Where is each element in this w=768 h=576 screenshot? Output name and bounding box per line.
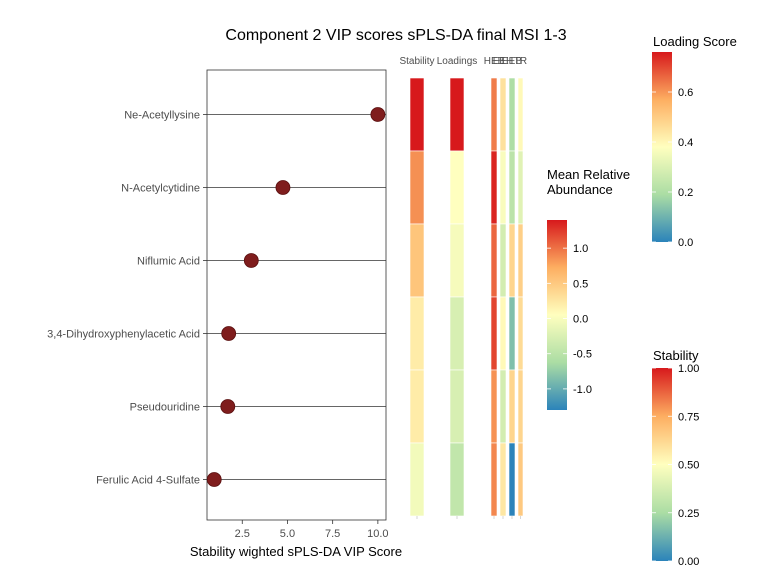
legend-tick-label: 0.0	[573, 314, 588, 326]
data-point	[275, 180, 291, 195]
y-tick-label: N-Acetylcytidine	[121, 183, 200, 195]
abundance-cell	[508, 296, 516, 371]
abundance-cell	[508, 223, 516, 298]
legend-tick-label: -0.5	[573, 349, 592, 361]
stability-cell	[409, 296, 425, 371]
legend-colorbar	[652, 52, 672, 242]
abundance-cell	[499, 296, 507, 371]
abundance-cell	[490, 369, 498, 444]
heatmap-column-label: Loadings	[437, 56, 478, 67]
legends: Loading Score 0.0 0.2 0.4 0.6 Mean RelativeAb…	[547, 34, 737, 568]
abundance-cell	[490, 223, 498, 298]
legend-tick-label: 0.0	[678, 237, 693, 249]
abundance-cell	[517, 369, 524, 444]
legend-tick-label: 0.5	[573, 278, 588, 290]
heatmap-column-label: EEB	[502, 56, 522, 67]
abundance-cell	[508, 77, 516, 152]
legend-tick-label: 1.0	[573, 243, 588, 255]
loadings-cell	[449, 77, 465, 152]
legend-tick-label: 0.2	[678, 187, 693, 199]
legend-tick-label: 0.25	[678, 508, 699, 520]
legend-tick-label: 0.00	[678, 556, 699, 568]
legend-colorbar	[652, 368, 672, 561]
x-tick-label: 2.5	[235, 528, 250, 540]
heatmap-column-label: EEH	[493, 56, 514, 67]
abundance-cell	[508, 369, 516, 444]
loadings-cell	[449, 442, 465, 517]
abundance-cell	[508, 150, 516, 225]
legend-title: Abundance	[547, 182, 613, 197]
heatmap-column-label: TR	[514, 56, 527, 67]
legend-title: Mean Relative	[547, 167, 630, 182]
x-axis-ticks: 2.5 5.0 7.5 10.0	[235, 520, 389, 540]
y-tick-label: Ferulic Acid 4-Sulfate	[96, 475, 200, 487]
abundance-cell	[517, 296, 524, 371]
data-point	[206, 472, 222, 487]
loadings-cell	[449, 223, 465, 298]
legend-tick-label: 0.75	[678, 411, 699, 423]
loadings-cell	[449, 150, 465, 225]
stability-cell	[409, 150, 425, 225]
x-tick-label: 5.0	[280, 528, 295, 540]
x-tick-label: 10.0	[367, 528, 388, 540]
plot-panel	[206, 69, 387, 521]
y-tick-label: 3,4-Dihydroxyphenylacetic Acid	[47, 329, 200, 341]
loadings-cell	[449, 369, 465, 444]
abundance-cell	[499, 150, 507, 225]
abundance-cell	[517, 150, 524, 225]
heatmap-column-label: Stability	[399, 56, 434, 67]
abundance-cell	[499, 369, 507, 444]
abundance-cell	[517, 442, 524, 517]
abundance-cell	[499, 223, 507, 298]
abundance-cell	[490, 296, 498, 371]
stability-cell	[409, 369, 425, 444]
lollipop-layer	[206, 107, 386, 487]
loadings-cell	[449, 296, 465, 371]
legend-tick-label: -1.0	[573, 384, 592, 396]
stability-cell	[409, 442, 425, 517]
legend-tick-label: 0.6	[678, 87, 693, 99]
legend-colorbar	[547, 220, 567, 410]
x-axis-label: Stability wighted sPLS-DA VIP Score	[190, 544, 402, 559]
y-tick-labels: Ne-Acetyllysine N-Acetylcytidine Niflumic …	[47, 110, 207, 487]
abundance-cell	[499, 77, 507, 152]
stability-cell	[409, 223, 425, 298]
abundance-cell	[490, 77, 498, 152]
legend-title: Loading Score	[653, 34, 737, 49]
heatmap-column-label: HEB	[484, 56, 505, 67]
stability-cell	[409, 77, 425, 152]
abundance-cell	[499, 442, 507, 517]
y-tick-label: Pseudouridine	[130, 402, 200, 414]
data-point	[220, 399, 236, 414]
y-tick-label: Ne-Acetyllysine	[124, 110, 200, 122]
x-tick-label: 7.5	[325, 528, 340, 540]
y-tick-label: Niflumic Acid	[137, 256, 200, 268]
abundance-cell	[490, 150, 498, 225]
chart-title: Component 2 VIP scores sPLS-DA final MSI…	[225, 27, 566, 44]
abundance-cell	[508, 442, 516, 517]
legend-tick-label: 1.00	[678, 363, 699, 375]
data-point	[243, 253, 259, 268]
data-point	[370, 107, 386, 122]
abundance-cell	[517, 223, 524, 298]
legend-tick-label: 0.4	[678, 137, 693, 149]
legend-title: Stability	[653, 348, 699, 363]
abundance-cell	[490, 442, 498, 517]
abundance-cell	[517, 77, 524, 152]
legend-tick-label: 0.50	[678, 460, 699, 472]
data-point	[221, 326, 237, 341]
